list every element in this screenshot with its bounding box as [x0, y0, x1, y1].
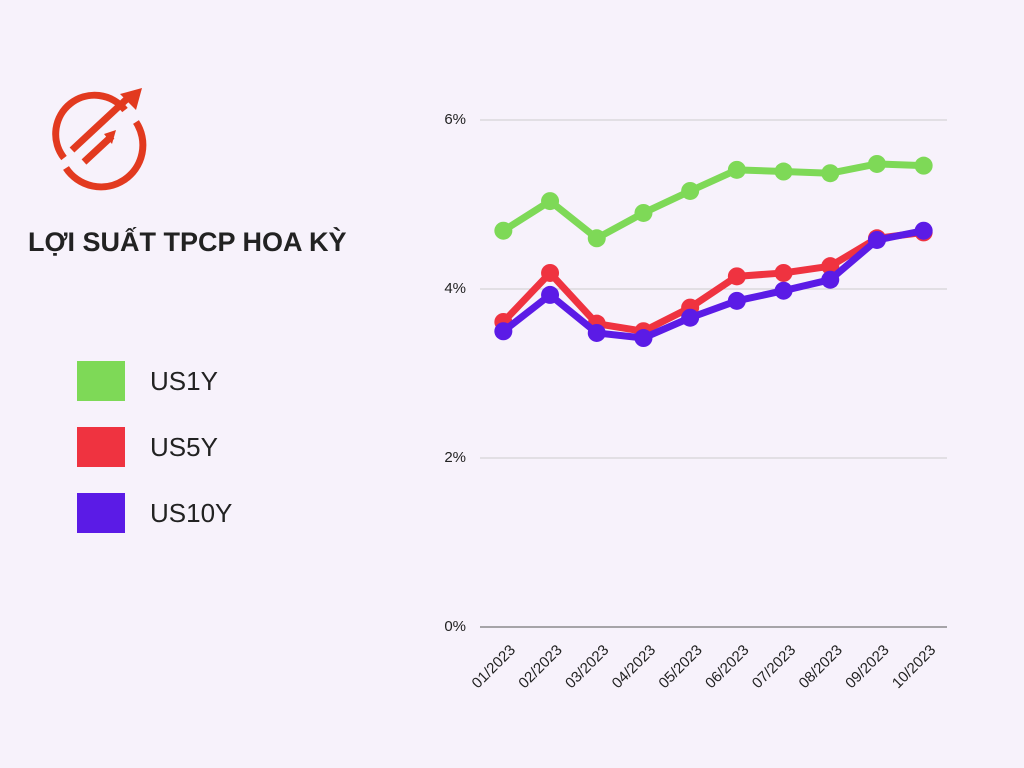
point	[681, 181, 700, 200]
point	[821, 270, 840, 289]
point	[681, 308, 700, 327]
point	[914, 221, 933, 240]
point	[914, 156, 933, 175]
point	[821, 257, 840, 276]
legend-swatch	[77, 427, 125, 467]
legend-label: US10Y	[150, 498, 232, 528]
point	[727, 160, 746, 179]
y-tick-label: 2%	[444, 449, 466, 466]
point	[634, 203, 653, 222]
point	[541, 285, 560, 304]
series-line	[500, 228, 925, 335]
point	[727, 291, 746, 310]
point	[727, 267, 746, 286]
legend-label: US1Y	[150, 366, 218, 396]
legend-label: US5Y	[150, 432, 218, 462]
point	[821, 164, 840, 183]
legend-swatch	[77, 493, 125, 533]
point	[587, 229, 606, 248]
point	[541, 192, 560, 211]
point	[494, 221, 513, 240]
series-line	[501, 160, 924, 242]
point	[494, 322, 513, 341]
y-tick-label: 0%	[444, 618, 466, 635]
point	[867, 230, 886, 249]
legend-swatch	[77, 361, 125, 401]
chart-title: LỢI SUẤT TPCP HOA KỲ	[28, 226, 347, 257]
point	[774, 162, 793, 181]
point	[867, 154, 886, 173]
point	[541, 263, 560, 282]
legend: US1Y US5Y US10Y	[77, 361, 232, 533]
point	[634, 329, 653, 348]
point	[774, 263, 793, 282]
series-line	[501, 227, 925, 342]
y-tick-label: 6%	[444, 111, 466, 128]
logo	[52, 88, 147, 191]
point	[587, 323, 606, 342]
y-tick-label: 4%	[444, 280, 466, 297]
point	[774, 281, 793, 300]
